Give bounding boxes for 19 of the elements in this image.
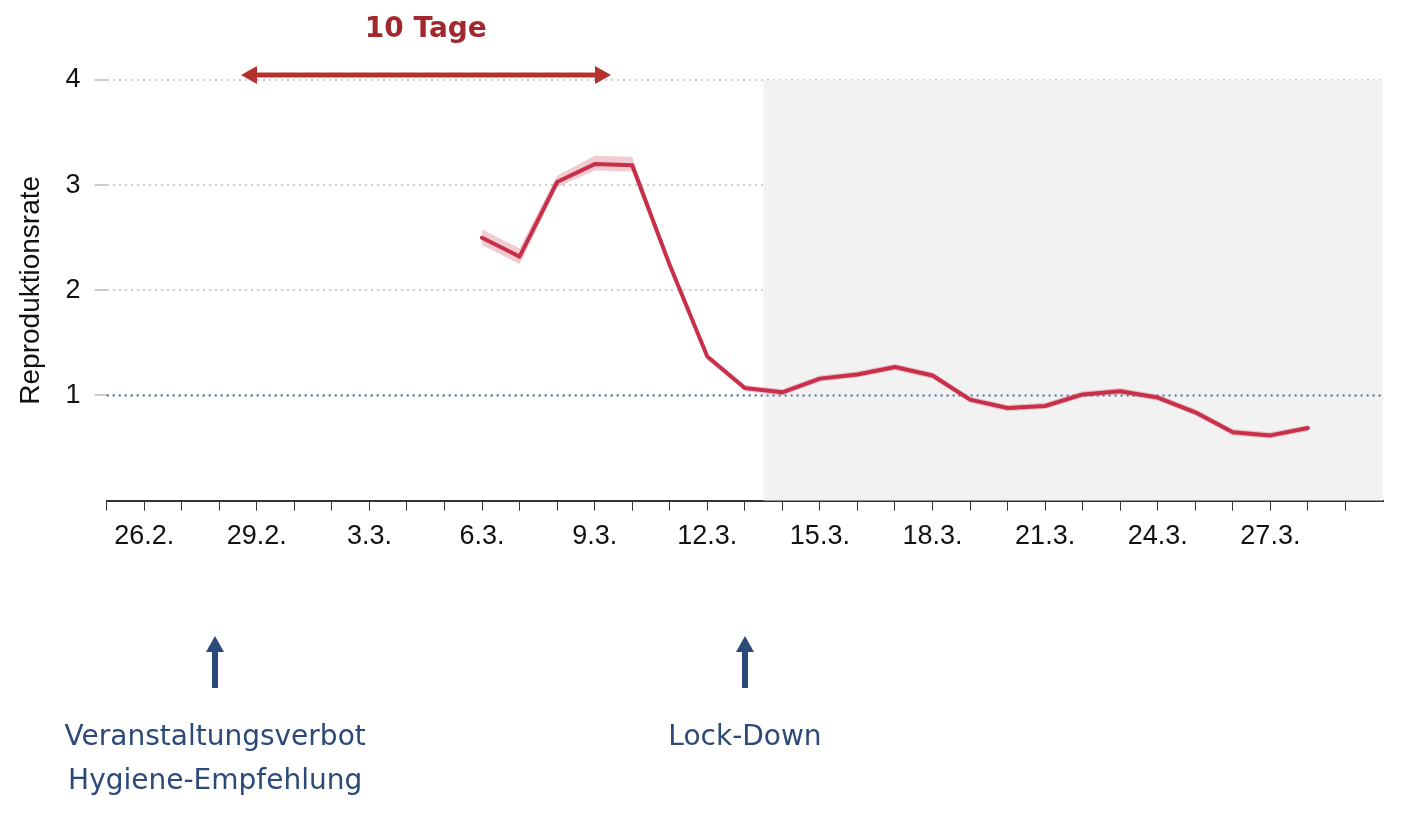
- y-axis-title: Reproduktionsrate: [13, 175, 45, 405]
- x-tick-label: 29.2.: [226, 520, 287, 551]
- y-tick-label: 4: [65, 63, 81, 94]
- x-tick-label: 18.3.: [902, 520, 963, 551]
- x-tick-label: 27.3.: [1240, 520, 1301, 551]
- x-tick-label: 3.3.: [346, 520, 392, 551]
- x-tick-label: 26.2.: [114, 520, 175, 551]
- x-tick-label: 6.3.: [459, 520, 505, 551]
- y-tick-label: 2: [65, 273, 81, 304]
- x-tick-label: 9.3.: [572, 520, 618, 551]
- x-tick-label: 15.3.: [789, 520, 850, 551]
- text: Veranstaltungsverbot Hygiene-Empfehlung: [64, 718, 366, 798]
- text: 10 Tage: [364, 10, 487, 46]
- x-tick-label: 12.3.: [677, 520, 738, 551]
- x-tick-label: 24.3.: [1127, 520, 1188, 551]
- x-tick-label: 21.3.: [1015, 520, 1076, 551]
- y-tick-label: 3: [65, 168, 81, 199]
- text: Lock-Down: [668, 718, 822, 754]
- y-tick-label: 1: [65, 378, 81, 409]
